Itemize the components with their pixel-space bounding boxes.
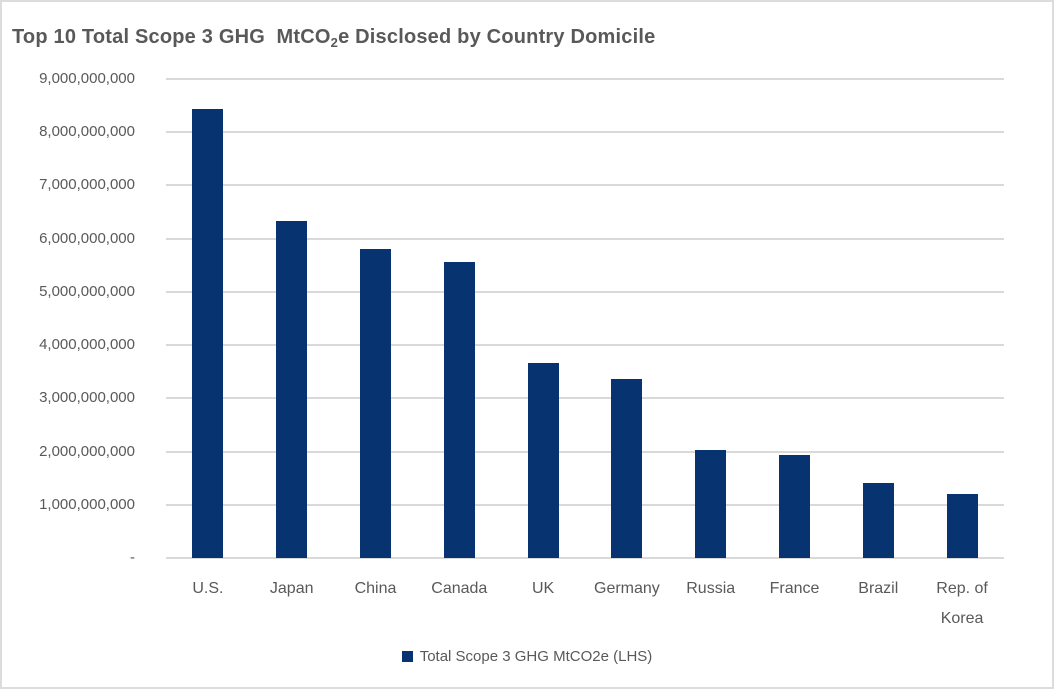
y-axis-tick-label: 9,000,000,000 [39,70,135,87]
x-axis-category-label: U.S. [192,580,224,597]
bar-canada [443,261,475,558]
bar-rep-of-korea [946,493,978,558]
y-axis-tick-label: 3,000,000,000 [39,389,135,407]
bar-germany [611,378,643,558]
gridline [166,397,1004,400]
bar-russia [695,449,727,558]
bar-u-s [192,109,224,558]
gridline [166,450,1004,453]
x-axis-category-label: Russia [686,580,736,597]
plot-area [166,78,1004,559]
bar-france [779,454,810,558]
y-axis-tick-label: 8,000,000,000 [39,123,135,141]
chart-title-subscript: 2 [330,35,339,50]
gridline [166,237,1004,240]
y-axis-tick-label: 7,000,000,000 [39,176,135,194]
gridline [166,503,1004,506]
gridline [166,184,1004,187]
y-axis-tick-label: 4,000,000,000 [39,336,135,354]
y-axis-tick-label: 6,000,000,000 [39,229,135,247]
bar-brazil [862,482,894,558]
x-axis-category-label: Rep. of Korea [936,580,988,627]
x-axis-category-label: France [769,580,820,597]
legend-label: Total Scope 3 GHG MtCO2e (LHS) [419,648,653,665]
chart-title-text: Top 10 Total Scope 3 GHG MtCO [12,26,331,48]
chart-title: Top 10 Total Scope 3 GHG MtCO2e Disclose… [12,26,655,50]
x-axis-category-label: Japan [269,580,314,597]
gridline [166,557,1004,559]
gridline [166,344,1004,347]
bar-uk [527,363,559,558]
x-axis-category-label: China [354,580,397,597]
x-axis-category-label: UK [531,580,555,597]
x-axis-category-label: Brazil [858,580,899,597]
bar-japan [276,220,308,558]
y-axis-tick-label: 2,000,000,000 [39,442,135,460]
chart-title-suffix: e Disclosed by Country Domicile [338,26,656,48]
y-axis-tick-label: - [130,549,135,566]
gridline [166,78,1004,80]
y-axis-tick-label: 5,000,000,000 [39,282,135,300]
legend: Total Scope 3 GHG MtCO2e (LHS) [2,648,1052,665]
gridline [166,290,1004,293]
bar-china [360,248,391,558]
gridline [166,131,1004,134]
x-axis-category-label: Canada [431,580,488,597]
x-axis-category-label: Germany [594,580,660,597]
legend-marker-icon [401,651,413,662]
y-axis-tick-label: 1,000,000,000 [39,495,135,513]
